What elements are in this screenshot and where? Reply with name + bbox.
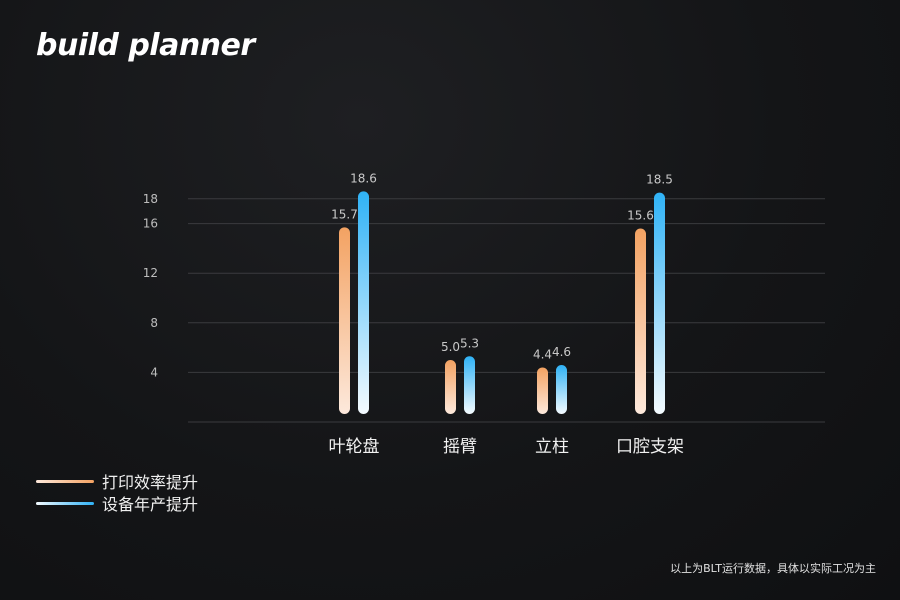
legend-label: 设备年产提升 (102, 495, 199, 514)
legend-swatch-orange (36, 479, 94, 483)
bar-output (654, 192, 665, 414)
data-label: 18.5 (646, 173, 673, 187)
legend-item-efficiency: 打印效率提升 (36, 470, 198, 492)
y-tick-label: 4 (150, 365, 158, 379)
bars (339, 191, 665, 414)
data-label: 15.7 (331, 207, 358, 221)
bar-output (464, 356, 475, 414)
bar-efficiency (635, 228, 646, 414)
bar-efficiency (339, 227, 350, 414)
data-label: 5.0 (441, 340, 460, 354)
bar-efficiency (445, 360, 456, 414)
legend-swatch-blue (36, 501, 94, 505)
y-axis-ticks: 4 8 12 16 18 (143, 192, 158, 380)
legend-label: 打印效率提升 (102, 473, 199, 492)
x-category-label: 叶轮盘 (329, 437, 380, 457)
data-label: 4.4 (533, 347, 552, 361)
x-category-label: 立柱 (535, 437, 569, 457)
bar-efficiency (537, 367, 548, 414)
data-label: 4.6 (552, 345, 571, 359)
grid-lines (188, 198, 825, 423)
x-category-label: 口腔支架 (616, 437, 684, 457)
legend-item-output: 设备年产提升 (36, 492, 198, 514)
footnote: 以上为BLT运行数据，具体以实际工况为主 (670, 562, 876, 575)
data-labels: 15.7 18.6 5.0 5.3 4.4 4.6 15.6 18.5 (331, 171, 673, 361)
y-tick-label: 12 (143, 266, 158, 280)
data-label: 15.6 (627, 209, 654, 223)
x-category-label: 摇臂 (443, 437, 477, 457)
x-axis-categories: 叶轮盘 摇臂 立柱 口腔支架 (329, 437, 685, 457)
bar-output (556, 364, 567, 414)
y-tick-label: 8 (150, 316, 158, 330)
data-label: 5.3 (460, 336, 479, 350)
y-tick-label: 18 (143, 192, 158, 206)
y-tick-label: 16 (143, 217, 158, 231)
legend: 打印效率提升 设备年产提升 (36, 470, 198, 514)
data-label: 18.6 (350, 171, 377, 185)
bar-output (358, 191, 369, 414)
brand-logo: build planner (36, 28, 255, 63)
